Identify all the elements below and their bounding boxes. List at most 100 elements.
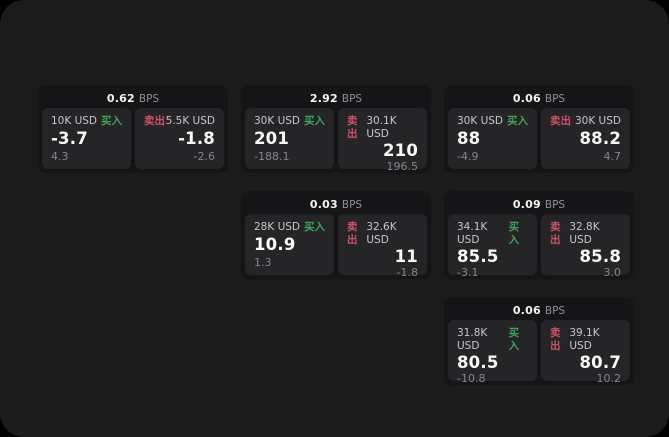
buy-sub-value: -4.9 bbox=[457, 149, 479, 163]
buy-tag: 买入 bbox=[304, 221, 325, 233]
sell-panel[interactable]: 卖出 32.6K USD 11 -1.8 bbox=[338, 214, 427, 279]
buy-panel[interactable]: 34.1K USD 买入 85.5 -3.1 bbox=[448, 214, 537, 279]
sell-tag: 卖出 bbox=[550, 115, 571, 127]
sell-tag: 卖出 bbox=[550, 327, 561, 352]
buy-tag: 买入 bbox=[508, 327, 520, 352]
bps-value: 0.06 bbox=[512, 304, 541, 317]
quote-card: 0.03 BPS 28K USD 买入 10.9 1.3 卖出 32.6K US… bbox=[241, 191, 431, 279]
quote-body: 31.8K USD 买入 80.5 -10.8 卖出 39.1K USD 80.… bbox=[448, 320, 630, 385]
buy-panel[interactable]: 10K USD 买入 -3.7 4.3 bbox=[42, 108, 131, 169]
bps-value: 0.06 bbox=[512, 92, 541, 105]
bps-header: 0.09 BPS bbox=[448, 195, 630, 214]
sell-top-row: 卖出 32.8K USD bbox=[550, 221, 621, 246]
sell-notional: 32.6K USD bbox=[366, 221, 397, 246]
buy-price: 88 bbox=[457, 128, 481, 148]
buy-panel[interactable]: 30K USD 买入 201 -188.1 bbox=[245, 108, 334, 169]
buy-notional: 10K USD bbox=[51, 115, 98, 127]
buy-tag: 买入 bbox=[507, 115, 528, 127]
buy-sub-value: -3.1 bbox=[457, 266, 479, 280]
sell-notional: 30.1K USD bbox=[366, 115, 397, 140]
buy-panel[interactable]: 30K USD 买入 88 -4.9 bbox=[448, 108, 537, 169]
sell-sub-value: 10.2 bbox=[596, 372, 622, 386]
bps-unit-label: BPS bbox=[341, 198, 363, 211]
sell-tag: 卖出 bbox=[347, 115, 358, 140]
quote-card: 0.06 BPS 31.8K USD 买入 80.5 -10.8 卖出 39.1… bbox=[444, 297, 634, 385]
bps-unit-label: BPS bbox=[544, 304, 566, 317]
buy-notional: 28K USD bbox=[254, 221, 301, 233]
buy-sub-value: -188.1 bbox=[254, 149, 290, 163]
sell-top-row: 卖出 32.6K USD bbox=[347, 221, 418, 246]
buy-top-row: 30K USD 买入 bbox=[254, 115, 325, 128]
buy-notional: 31.8K USD bbox=[457, 327, 488, 352]
sell-panel[interactable]: 卖出 39.1K USD 80.7 10.2 bbox=[541, 320, 630, 385]
buy-price: 85.5 bbox=[457, 247, 499, 267]
buy-top-row: 30K USD 买入 bbox=[457, 115, 528, 128]
buy-notional: 30K USD bbox=[254, 115, 301, 127]
quote-card: 0.62 BPS 10K USD 买入 -3.7 4.3 卖出 5.5K USD… bbox=[38, 85, 228, 173]
bps-header: 0.03 BPS bbox=[245, 195, 427, 214]
quote-body: 34.1K USD 买入 85.5 -3.1 卖出 32.8K USD 85.8… bbox=[448, 214, 630, 279]
quote-body: 10K USD 买入 -3.7 4.3 卖出 5.5K USD -1.8 -2.… bbox=[42, 108, 224, 169]
bps-header: 0.06 BPS bbox=[448, 89, 630, 108]
sell-tag: 卖出 bbox=[347, 221, 358, 246]
bps-value: 0.03 bbox=[309, 198, 338, 211]
bps-unit-label: BPS bbox=[341, 92, 363, 105]
sell-top-row: 卖出 5.5K USD bbox=[144, 115, 215, 128]
sell-notional: 30K USD bbox=[574, 115, 621, 127]
sell-notional: 39.1K USD bbox=[569, 327, 600, 352]
buy-sub-value: 1.3 bbox=[254, 255, 272, 269]
buy-tag: 买入 bbox=[101, 115, 122, 127]
buy-top-row: 10K USD 买入 bbox=[51, 115, 122, 128]
sell-sub-value: -1.8 bbox=[396, 266, 418, 280]
buy-price: -3.7 bbox=[51, 128, 88, 148]
bps-unit-label: BPS bbox=[544, 92, 566, 105]
buy-notional: 30K USD bbox=[457, 115, 504, 127]
buy-price: 201 bbox=[254, 128, 290, 148]
sell-sub-value: 3.0 bbox=[603, 266, 622, 280]
quote-card-grid: 0.62 BPS 10K USD 买入 -3.7 4.3 卖出 5.5K USD… bbox=[38, 85, 634, 385]
buy-top-row: 31.8K USD 买入 bbox=[457, 327, 528, 352]
buy-top-row: 28K USD 买入 bbox=[254, 221, 325, 234]
buy-sub-value: 4.3 bbox=[51, 149, 69, 163]
sell-tag: 卖出 bbox=[550, 221, 561, 246]
sell-price: 11 bbox=[394, 247, 418, 267]
quote-card: 0.09 BPS 34.1K USD 买入 85.5 -3.1 卖出 32.8K… bbox=[444, 191, 634, 279]
buy-sub-value: -10.8 bbox=[457, 372, 486, 386]
bps-unit-label: BPS bbox=[544, 198, 566, 211]
bps-header: 0.62 BPS bbox=[42, 89, 224, 108]
buy-tag: 买入 bbox=[508, 221, 520, 246]
quote-card: 0.06 BPS 30K USD 买入 88 -4.9 卖出 30K USD 8… bbox=[444, 85, 634, 173]
sell-notional: 5.5K USD bbox=[165, 115, 215, 127]
sell-notional: 32.8K USD bbox=[569, 221, 600, 246]
bps-header: 0.06 BPS bbox=[448, 301, 630, 320]
sell-tag: 卖出 bbox=[144, 115, 165, 127]
sell-top-row: 卖出 39.1K USD bbox=[550, 327, 621, 352]
buy-panel[interactable]: 31.8K USD 买入 80.5 -10.8 bbox=[448, 320, 537, 385]
buy-top-row: 34.1K USD 买入 bbox=[457, 221, 528, 246]
sell-panel[interactable]: 卖出 30K USD 88.2 4.7 bbox=[541, 108, 630, 169]
sell-panel[interactable]: 卖出 30.1K USD 210 196.5 bbox=[338, 108, 427, 173]
buy-price: 10.9 bbox=[254, 234, 296, 254]
bps-value: 0.09 bbox=[512, 198, 541, 211]
sell-price: 88.2 bbox=[579, 128, 621, 148]
bps-header: 2.92 BPS bbox=[245, 89, 427, 108]
sell-panel[interactable]: 卖出 32.8K USD 85.8 3.0 bbox=[541, 214, 630, 279]
bps-value: 2.92 bbox=[309, 92, 338, 105]
sell-price: -1.8 bbox=[178, 128, 215, 148]
buy-notional: 34.1K USD bbox=[457, 221, 488, 246]
sell-sub-value: 196.5 bbox=[386, 160, 419, 174]
sell-sub-value: -2.6 bbox=[193, 149, 215, 163]
sell-top-row: 卖出 30K USD bbox=[550, 115, 621, 128]
sell-price: 210 bbox=[382, 141, 418, 161]
bps-value: 0.62 bbox=[106, 92, 135, 105]
buy-panel[interactable]: 28K USD 买入 10.9 1.3 bbox=[245, 214, 334, 275]
buy-price: 80.5 bbox=[457, 353, 499, 373]
sell-panel[interactable]: 卖出 5.5K USD -1.8 -2.6 bbox=[135, 108, 224, 169]
sell-price: 80.7 bbox=[579, 353, 621, 373]
quote-body: 30K USD 买入 88 -4.9 卖出 30K USD 88.2 4.7 bbox=[448, 108, 630, 169]
sell-top-row: 卖出 30.1K USD bbox=[347, 115, 418, 140]
quote-body: 30K USD 买入 201 -188.1 卖出 30.1K USD 210 1… bbox=[245, 108, 427, 173]
quote-card: 2.92 BPS 30K USD 买入 201 -188.1 卖出 30.1K … bbox=[241, 85, 431, 173]
sell-price: 85.8 bbox=[579, 247, 621, 267]
